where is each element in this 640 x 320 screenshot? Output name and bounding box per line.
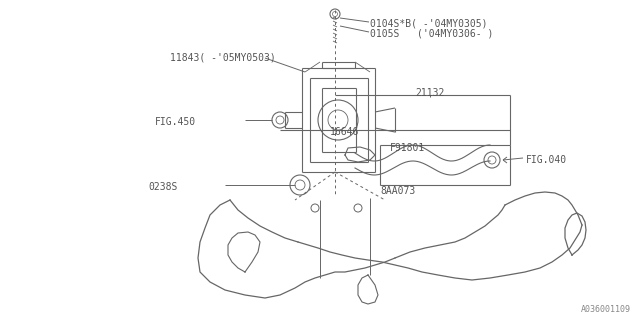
Text: 21132: 21132	[415, 88, 444, 98]
Text: 8AA073: 8AA073	[380, 186, 415, 196]
Text: 0104S*B( -'04MY0305): 0104S*B( -'04MY0305)	[370, 18, 488, 28]
Text: 0105S   ('04MY0306- ): 0105S ('04MY0306- )	[370, 28, 493, 38]
Text: FIG.040: FIG.040	[526, 155, 567, 165]
Text: 16646: 16646	[330, 127, 360, 137]
Text: A036001109: A036001109	[580, 305, 630, 314]
Text: 0238S: 0238S	[148, 182, 177, 192]
Text: F91801: F91801	[390, 143, 425, 153]
Text: FIG.450: FIG.450	[155, 117, 196, 127]
Text: 11843( -'05MY0503): 11843( -'05MY0503)	[170, 52, 276, 62]
